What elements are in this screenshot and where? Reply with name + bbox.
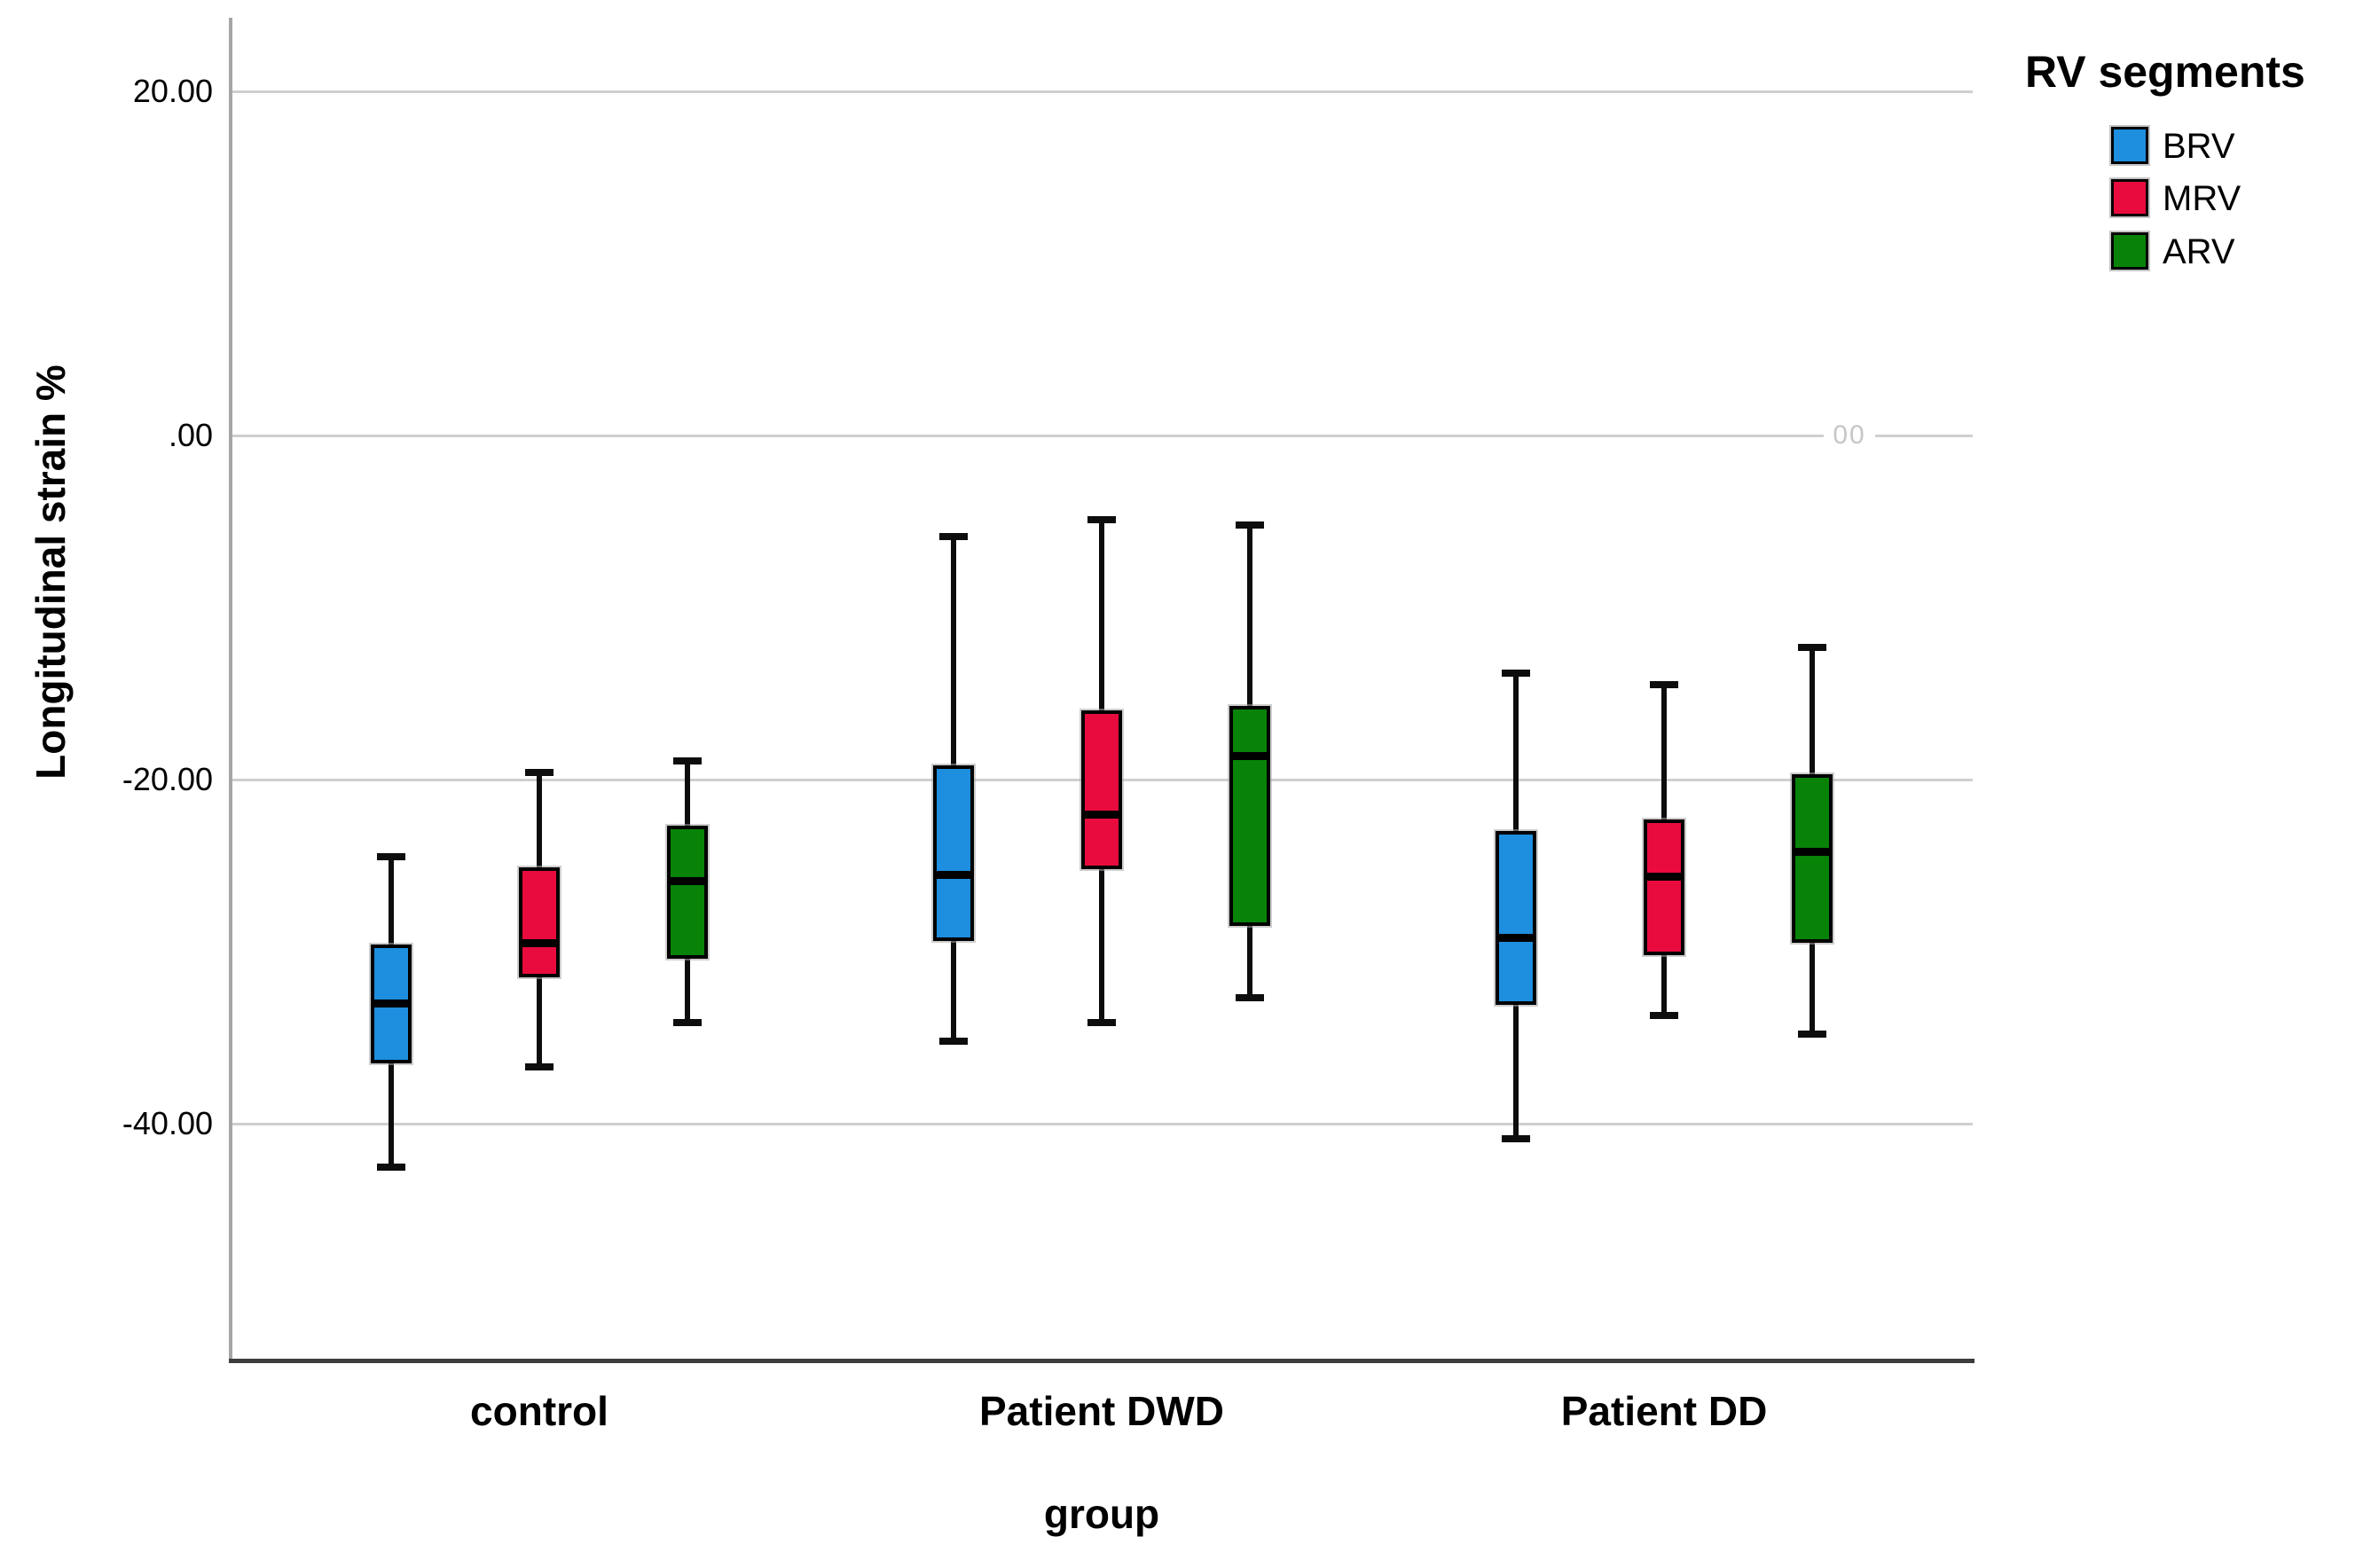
whisker-cap-bottom-BRV-control <box>377 1163 405 1171</box>
gridline-artifact-text: 00 <box>1833 420 1866 450</box>
median-MRV-control <box>522 939 556 948</box>
median-BRV-patient-dwd <box>937 870 970 879</box>
median-ARV-patient-dd <box>1795 848 1829 857</box>
legend-item-label: ARV <box>2163 232 2235 271</box>
box-ARV-patient-dwd <box>1229 705 1270 926</box>
whisker-cap-top-ARV-patient-dwd <box>1236 521 1264 529</box>
legend-item-brv: BRV <box>2111 127 2342 166</box>
median-MRV-patient-dd <box>1647 872 1681 881</box>
whisker-cap-top-ARV-control <box>673 757 702 764</box>
box-MRV-patient-dwd <box>1081 710 1122 869</box>
whisker-cap-bottom-BRV-patient-dd <box>1502 1135 1530 1143</box>
whisker-cap-bottom-ARV-patient-dwd <box>1236 994 1264 1002</box>
whisker-cap-top-MRV-patient-dd <box>1650 681 1678 689</box>
whisker-cap-top-BRV-patient-dd <box>1502 669 1530 677</box>
whisker-cap-top-BRV-patient-dwd <box>939 533 968 541</box>
whisker-cap-bottom-MRV-patient-dd <box>1650 1011 1678 1019</box>
whisker-cap-top-ARV-patient-dd <box>1798 643 1826 651</box>
whisker-cap-top-MRV-control <box>525 769 553 777</box>
box-MRV-control <box>519 866 560 978</box>
whisker-cap-bottom-MRV-patient-dwd <box>1087 1018 1116 1026</box>
whisker-cap-top-MRV-patient-dwd <box>1087 516 1116 524</box>
y-tick-label: -20.00 <box>122 761 213 797</box>
whisker-cap-top-BRV-control <box>377 853 405 861</box>
median-BRV-control <box>374 1000 408 1008</box>
box-BRV-patient-dwd <box>933 765 974 942</box>
median-ARV-patient-dwd <box>1233 751 1267 760</box>
box-ARV-control <box>667 826 708 959</box>
box-ARV-patient-dd <box>1792 774 1833 944</box>
median-ARV-control <box>671 877 704 886</box>
whisker-cap-bottom-BRV-patient-dwd <box>939 1037 968 1045</box>
mrv-swatch-icon <box>2111 179 2148 216</box>
x-category-label: control <box>470 1388 608 1434</box>
gridline <box>231 435 1824 437</box>
whisker-cap-bottom-MRV-control <box>525 1062 553 1070</box>
brv-swatch-icon <box>2111 127 2148 164</box>
legend-title: RV segments <box>2025 47 2305 97</box>
arv-swatch-icon <box>2111 232 2148 270</box>
gridline <box>231 90 1973 93</box>
y-tick-label: 20.00 <box>132 73 213 109</box>
whisker-cap-bottom-ARV-patient-dd <box>1798 1031 1826 1039</box>
x-category-label: Patient DWD <box>979 1388 1224 1434</box>
legend-item-mrv: MRV <box>2111 179 2342 218</box>
box-MRV-patient-dd <box>1644 819 1684 955</box>
x-axis-line <box>229 1359 1975 1363</box>
legend-item-label: MRV <box>2163 179 2241 218</box>
legend-item-label: BRV <box>2163 127 2235 166</box>
x-axis-title: group <box>1043 1491 1160 1537</box>
y-tick-label: .00 <box>168 417 213 453</box>
y-axis-title: Longitudinal strain % <box>27 365 74 780</box>
median-BRV-patient-dd <box>1499 934 1533 943</box>
x-category-label: Patient DD <box>1560 1388 1768 1434</box>
median-MRV-patient-dwd <box>1085 810 1119 819</box>
box-BRV-patient-dd <box>1496 831 1536 1006</box>
gridline <box>1875 435 1973 437</box>
legend-item-arv: ARV <box>2111 232 2342 271</box>
gridline <box>231 1123 1973 1125</box>
whisker-cap-bottom-ARV-control <box>673 1018 702 1026</box>
y-axis-line <box>229 18 232 1361</box>
y-tick-label: -40.00 <box>122 1105 213 1141</box>
